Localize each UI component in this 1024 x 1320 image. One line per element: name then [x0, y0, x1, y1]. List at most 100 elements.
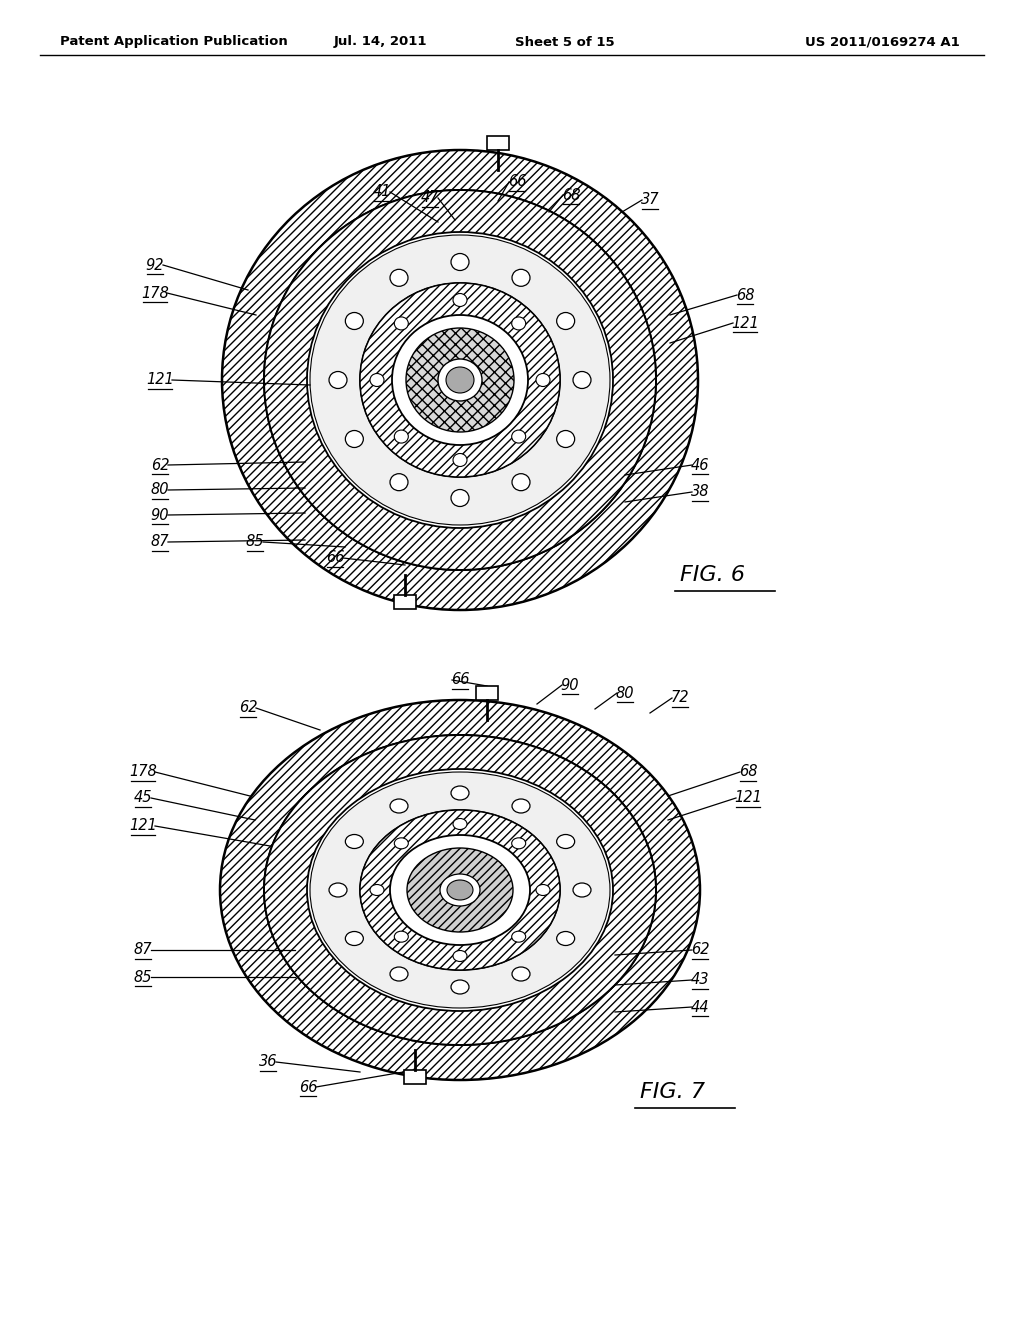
Text: 44: 44	[691, 999, 710, 1015]
Ellipse shape	[310, 235, 610, 525]
Text: 45: 45	[134, 791, 153, 805]
Ellipse shape	[512, 838, 525, 849]
Text: 87: 87	[151, 535, 169, 549]
Text: US 2011/0169274 A1: US 2011/0169274 A1	[805, 36, 961, 49]
Ellipse shape	[360, 810, 560, 970]
Text: 62: 62	[691, 942, 710, 957]
Ellipse shape	[536, 374, 550, 387]
Ellipse shape	[394, 838, 409, 849]
Text: 37: 37	[641, 193, 659, 207]
Ellipse shape	[329, 883, 347, 898]
Ellipse shape	[392, 315, 528, 445]
Text: 66: 66	[326, 550, 344, 565]
Text: 121: 121	[731, 315, 759, 330]
Ellipse shape	[329, 371, 347, 388]
Text: 66: 66	[451, 672, 469, 688]
Text: Jul. 14, 2011: Jul. 14, 2011	[333, 36, 427, 49]
Bar	[394, 595, 416, 609]
Ellipse shape	[557, 834, 574, 849]
Ellipse shape	[345, 313, 364, 330]
Ellipse shape	[536, 884, 550, 895]
Ellipse shape	[406, 327, 514, 432]
Text: 68: 68	[736, 288, 755, 302]
Ellipse shape	[390, 799, 408, 813]
Ellipse shape	[360, 810, 560, 970]
Ellipse shape	[512, 931, 525, 942]
Ellipse shape	[453, 293, 467, 306]
Ellipse shape	[390, 968, 408, 981]
Bar	[404, 1071, 426, 1084]
Ellipse shape	[447, 880, 473, 900]
Text: 72: 72	[671, 690, 689, 705]
Ellipse shape	[446, 367, 474, 393]
Ellipse shape	[345, 430, 364, 447]
Ellipse shape	[573, 371, 591, 388]
Text: 80: 80	[615, 685, 634, 701]
Ellipse shape	[307, 232, 613, 528]
Ellipse shape	[512, 474, 530, 491]
Ellipse shape	[453, 454, 467, 466]
Ellipse shape	[360, 282, 560, 477]
Text: 62: 62	[239, 701, 257, 715]
Ellipse shape	[390, 836, 530, 945]
Text: 121: 121	[146, 372, 174, 388]
Ellipse shape	[451, 253, 469, 271]
Text: 85: 85	[246, 535, 264, 549]
Ellipse shape	[345, 834, 364, 849]
Text: 43: 43	[691, 973, 710, 987]
Ellipse shape	[307, 770, 613, 1011]
Ellipse shape	[394, 931, 409, 942]
Text: 90: 90	[561, 677, 580, 693]
Ellipse shape	[370, 884, 384, 895]
Text: 38: 38	[691, 484, 710, 499]
Ellipse shape	[557, 313, 574, 330]
Ellipse shape	[394, 430, 409, 444]
Ellipse shape	[390, 269, 408, 286]
Ellipse shape	[360, 282, 560, 477]
Ellipse shape	[512, 317, 525, 330]
Ellipse shape	[438, 359, 482, 401]
Ellipse shape	[264, 735, 656, 1045]
Text: 178: 178	[129, 764, 157, 780]
Text: 41: 41	[373, 185, 391, 199]
Ellipse shape	[264, 190, 656, 570]
Text: 62: 62	[151, 458, 169, 473]
Text: FIG. 6: FIG. 6	[680, 565, 745, 585]
Text: 121: 121	[129, 818, 157, 833]
Ellipse shape	[557, 932, 574, 945]
Text: 121: 121	[734, 791, 762, 805]
Text: FIG. 7: FIG. 7	[640, 1082, 705, 1102]
Ellipse shape	[440, 874, 480, 906]
Text: 46: 46	[691, 458, 710, 473]
Text: 90: 90	[151, 507, 169, 523]
Ellipse shape	[453, 818, 467, 829]
Ellipse shape	[390, 474, 408, 491]
Ellipse shape	[407, 847, 513, 932]
Ellipse shape	[512, 269, 530, 286]
Text: 178: 178	[141, 285, 169, 301]
Ellipse shape	[512, 430, 525, 444]
Text: 66: 66	[508, 174, 526, 190]
Ellipse shape	[220, 700, 700, 1080]
Ellipse shape	[453, 950, 467, 961]
Ellipse shape	[451, 785, 469, 800]
Ellipse shape	[222, 150, 698, 610]
Ellipse shape	[512, 968, 530, 981]
Ellipse shape	[394, 317, 409, 330]
Text: 66: 66	[299, 1080, 317, 1094]
Text: 87: 87	[134, 942, 153, 957]
Bar	[476, 686, 498, 700]
Ellipse shape	[451, 490, 469, 507]
Ellipse shape	[557, 430, 574, 447]
Text: 85: 85	[134, 969, 153, 985]
Ellipse shape	[345, 932, 364, 945]
Text: 80: 80	[151, 483, 169, 498]
Ellipse shape	[310, 772, 610, 1008]
Text: 36: 36	[259, 1055, 278, 1069]
Text: 68: 68	[562, 187, 581, 202]
Bar	[487, 136, 509, 150]
Text: 47: 47	[421, 190, 439, 206]
Ellipse shape	[264, 735, 656, 1045]
Text: Patent Application Publication: Patent Application Publication	[60, 36, 288, 49]
Ellipse shape	[573, 883, 591, 898]
